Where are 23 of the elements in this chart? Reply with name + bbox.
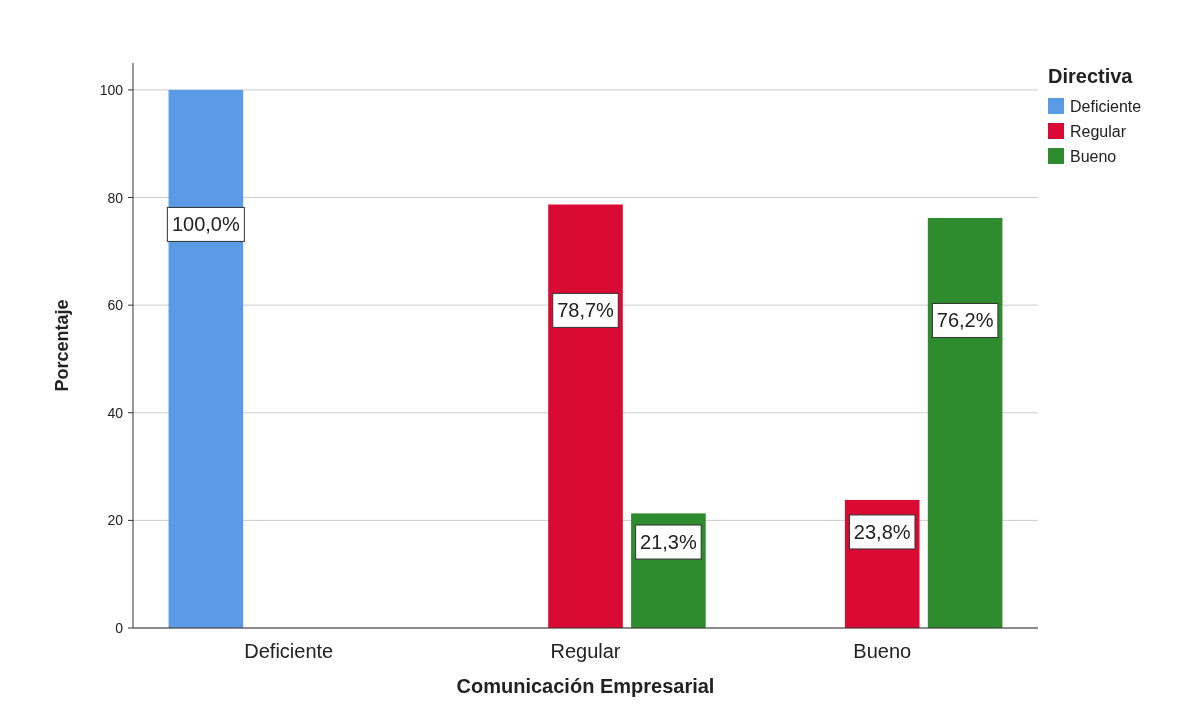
x-tick-label: Deficiente (244, 640, 334, 662)
y-tick-label: 80 (107, 189, 124, 206)
y-axis-title: Porcentaje (52, 299, 72, 392)
y-tick-label: 0 (115, 620, 124, 636)
data-label: 100,0% (171, 213, 240, 236)
legend-label: Regular (1070, 123, 1127, 140)
x-axis-title: Comunicación Empresarial (456, 675, 715, 697)
y-tick-label: 100 (99, 81, 124, 98)
data-label: 21,3% (640, 531, 697, 554)
y-tick-label: 20 (107, 512, 124, 529)
bar (168, 89, 244, 628)
y-tick-label: 40 (107, 404, 124, 421)
bar (548, 204, 623, 628)
bar (927, 217, 1003, 628)
legend-title: Directiva (1048, 65, 1134, 87)
x-tick-label: Bueno (853, 640, 912, 662)
data-label: 76,2% (936, 309, 994, 332)
data-label: 78,7% (557, 299, 615, 322)
data-label: 23,8% (853, 520, 911, 543)
x-tick-label: Regular (550, 640, 621, 662)
legend-label: Bueno (1070, 148, 1117, 165)
legend-label: Deficiente (1070, 98, 1142, 115)
y-tick-label: 60 (107, 297, 124, 314)
